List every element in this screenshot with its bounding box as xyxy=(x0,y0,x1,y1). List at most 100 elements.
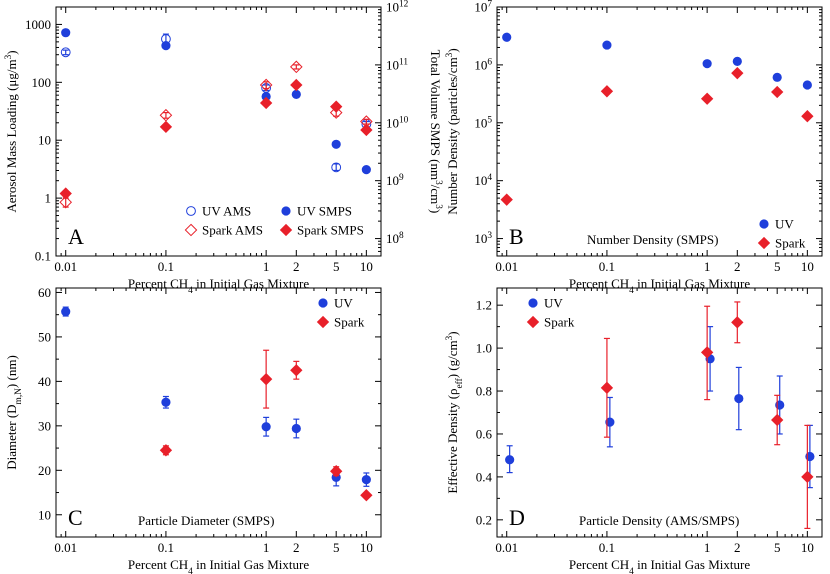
series-uv-ams xyxy=(60,33,372,173)
data-point xyxy=(291,89,301,99)
y-tick-label: 40 xyxy=(38,374,51,389)
legend-label: UV SMPS xyxy=(297,204,352,219)
data-point xyxy=(771,85,784,99)
data-point xyxy=(259,78,273,92)
legend-marker xyxy=(316,315,330,329)
data-point xyxy=(605,417,615,427)
x-axis-label: Percent CH4 in Initial Gas Mixture xyxy=(128,276,309,296)
data-point xyxy=(700,346,714,359)
data-point xyxy=(600,381,614,394)
x-axis-label: Percent CH4 in Initial Gas Mixture xyxy=(569,276,750,296)
data-point xyxy=(802,80,812,90)
panel-label: A xyxy=(68,224,84,249)
data-point xyxy=(772,72,782,82)
y-tick-label: 1000 xyxy=(25,17,51,32)
data-point xyxy=(500,193,513,206)
series-spark-ams xyxy=(59,60,373,209)
series-uv xyxy=(505,326,815,489)
data-point xyxy=(290,78,303,92)
x-tick-label: 5 xyxy=(333,540,340,555)
y-tick-label: 20 xyxy=(38,463,51,478)
series-uv xyxy=(61,306,371,487)
x-tick-label: 10 xyxy=(801,259,814,274)
legend-marker xyxy=(281,206,291,216)
y-tick-label: 100 xyxy=(32,75,52,90)
legend-marker xyxy=(186,206,196,216)
data-point xyxy=(731,66,744,80)
data-point xyxy=(702,59,712,69)
legend-label: Spark AMS xyxy=(202,223,263,238)
x-tick-label: 0.01 xyxy=(495,259,518,274)
x-tick-label: 1 xyxy=(704,259,711,274)
x-tick-label: 10 xyxy=(360,540,373,555)
legend-label: Spark xyxy=(334,315,365,330)
data-point xyxy=(360,489,373,502)
y-tick-label: 0.4 xyxy=(476,469,493,484)
panel-annotation: Number Density (SMPS) xyxy=(587,232,718,247)
x-axis-label: Percent CH4 in Initial Gas Mixture xyxy=(128,557,309,574)
x-tick-label: 2 xyxy=(293,259,300,274)
data-point xyxy=(330,465,343,478)
x-tick-label: 5 xyxy=(333,259,340,274)
y-tick-label: 0.2 xyxy=(476,512,492,527)
x-tick-label: 1 xyxy=(263,540,270,555)
legend-label: Spark xyxy=(544,315,575,330)
data-point xyxy=(330,100,343,113)
y-tick-label: 1.2 xyxy=(476,298,492,313)
data-point xyxy=(291,423,301,434)
x-tick-label: 0.1 xyxy=(599,259,615,274)
data-point xyxy=(502,32,512,42)
panel-label: C xyxy=(68,505,83,530)
x-tick-label: 1 xyxy=(263,259,270,274)
panel-D: 0.01 0.1 1 2 5 10 0.2 0.4 0.6 0.8 1.0 1.2 Percent CH… xyxy=(445,287,823,574)
data-point xyxy=(360,123,373,137)
data-point xyxy=(331,139,341,149)
legend-label: Spark SMPS xyxy=(297,223,364,238)
y2-tick-label: 109 xyxy=(386,173,404,188)
data-point xyxy=(732,56,742,66)
y-axis-label: Number Density (particles/cm3) xyxy=(445,48,460,214)
x-tick-label: 2 xyxy=(734,259,741,274)
panel-B: 0.01 0.1 1 2 5 10 103 104 105 106 107 Percent CH4 i… xyxy=(445,0,823,296)
legend: UV AMS UV SMPS Spark AMS Spark SMPS xyxy=(184,204,364,238)
legend-label: UV xyxy=(334,296,353,311)
x-axis-label: Percent CH4 in Initial Gas Mixture xyxy=(569,557,750,574)
y-tick-label: 50 xyxy=(38,329,51,344)
series-uv xyxy=(502,32,812,90)
x-tick-label: 0.01 xyxy=(54,259,77,274)
y2-axis-label: Total Volume SMPS (nm3/cm3) xyxy=(428,50,443,214)
data-point xyxy=(290,364,303,377)
x-tick-label: 10 xyxy=(801,540,814,555)
panel-annotation: Particle Density (AMS/SMPS) xyxy=(579,513,739,528)
panel-label: D xyxy=(509,505,525,530)
y-tick-label: 10 xyxy=(38,133,51,148)
data-point xyxy=(60,47,71,58)
plot-frame xyxy=(55,287,382,538)
series-uv-smps xyxy=(61,28,371,175)
series-spark xyxy=(500,66,814,206)
data-point xyxy=(600,85,614,98)
plot-frame xyxy=(496,6,823,257)
data-point xyxy=(61,28,71,38)
data-point xyxy=(700,92,714,105)
legend-marker xyxy=(279,223,293,237)
y2-tick-label: 1011 xyxy=(386,57,408,72)
y-tick-label: 0.8 xyxy=(476,384,492,399)
data-point xyxy=(329,106,343,119)
y-tick-label: 103 xyxy=(474,231,492,246)
x-tick-label: 0.1 xyxy=(158,259,174,274)
data-point xyxy=(731,316,744,329)
legend: UV Spark xyxy=(316,296,365,330)
x-tick-label: 5 xyxy=(774,259,781,274)
plot-frame xyxy=(55,6,382,257)
data-point xyxy=(361,475,371,485)
y-tick-label: 107 xyxy=(474,0,492,15)
y-tick-label: 10 xyxy=(38,507,51,522)
series-spark xyxy=(600,301,814,530)
data-point xyxy=(59,195,73,209)
y-tick-label: 30 xyxy=(38,418,51,433)
legend-marker xyxy=(757,236,771,250)
data-point xyxy=(61,306,71,317)
y-tick-label: 106 xyxy=(474,57,492,72)
